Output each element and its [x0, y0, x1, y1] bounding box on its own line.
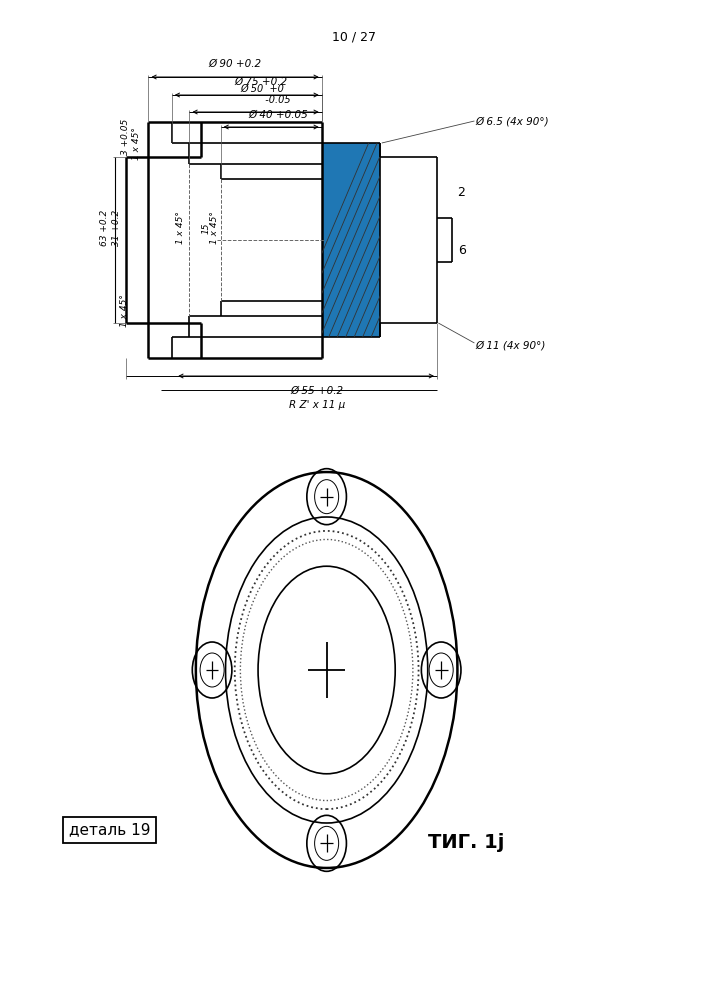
Text: Ø 11 (4x 90°): Ø 11 (4x 90°) [476, 340, 547, 350]
Text: 63 +0.2: 63 +0.2 [100, 210, 109, 246]
Text: 1 x 45°: 1 x 45° [132, 128, 141, 160]
Text: Ø 90 +0.2: Ø 90 +0.2 [209, 59, 262, 69]
Text: R Z' x 11 μ: R Z' x 11 μ [288, 400, 345, 410]
Text: 10 / 27: 10 / 27 [332, 30, 375, 43]
Text: 3 +0.05: 3 +0.05 [122, 119, 130, 155]
Text: 31 +0.2: 31 +0.2 [112, 210, 121, 246]
Text: Ø 55 +0.2: Ø 55 +0.2 [290, 386, 344, 396]
Text: 1 x 45°: 1 x 45° [177, 212, 185, 244]
Bar [322, 143, 380, 337]
Text: Ø 50  +0
          -0.05: Ø 50 +0 -0.05 [234, 83, 291, 105]
Text: 15: 15 [202, 222, 211, 234]
Text: 1 x 45°: 1 x 45° [120, 295, 129, 327]
Text: Ø 75 +0.2: Ø 75 +0.2 [234, 77, 288, 87]
Text: 1 x 45°: 1 x 45° [211, 212, 219, 244]
Text: ΤИГ. 1j: ΤИГ. 1j [428, 832, 505, 852]
Text: деталь 19: деталь 19 [69, 822, 151, 838]
Text: 2: 2 [457, 186, 464, 198]
Text: Ø 6.5 (4x 90°): Ø 6.5 (4x 90°) [476, 116, 549, 126]
Text: Ø 40 +0.05: Ø 40 +0.05 [248, 110, 308, 120]
Text: 6: 6 [458, 243, 466, 256]
